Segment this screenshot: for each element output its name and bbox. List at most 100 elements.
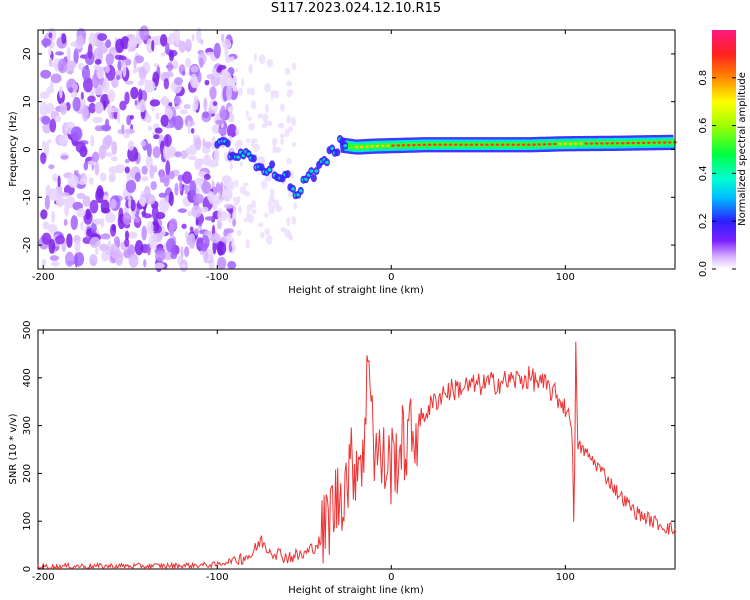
- heatmap-cell: [124, 80, 134, 85]
- ridge-core: [438, 143, 442, 146]
- heatmap-cell: [138, 99, 147, 113]
- heatmap-cell: [41, 232, 52, 245]
- heatmap-cell: [213, 42, 221, 59]
- heatmap-cell: [168, 171, 175, 180]
- heatmap-cell: [89, 254, 98, 267]
- heatmap-cell: [279, 103, 285, 112]
- heatmap-cell: [75, 141, 86, 153]
- heatmap-cell: [80, 220, 84, 231]
- heatmap-cell: [227, 261, 237, 270]
- heatmap-cell: [154, 262, 165, 270]
- heatmap-cell: [122, 62, 127, 78]
- heatmap-cell: [291, 216, 297, 225]
- heatmap-cell: [58, 135, 69, 146]
- heatmap-cell: [110, 198, 117, 209]
- heatmap-cell: [139, 25, 150, 41]
- y-tick-label: 400: [22, 368, 33, 387]
- heatmap-cell: [146, 221, 154, 235]
- y-tick-label: 100: [22, 512, 33, 531]
- heatmap-cell: [217, 208, 223, 222]
- heatmap-cell: [187, 211, 192, 217]
- heatmap-cell: [105, 64, 110, 74]
- heatmap-cell: [78, 62, 84, 71]
- heatmap-cell: [204, 216, 215, 221]
- heatmap-cell: [61, 33, 67, 45]
- y-tick-label: -10: [22, 189, 33, 205]
- heatmap-cell: [232, 218, 236, 227]
- ridge-core: [667, 141, 672, 144]
- heatmap-cell: [63, 218, 68, 227]
- heatmap-cell: [87, 95, 96, 103]
- heatmap-cell: [196, 27, 202, 44]
- heatmap-cell: [138, 66, 147, 80]
- heatmap-cell: [248, 122, 255, 131]
- heatmap-cell: [59, 85, 63, 99]
- y-tick-label: 0: [22, 566, 33, 572]
- heatmap-cell: [129, 114, 134, 120]
- ridge-core: [354, 145, 359, 149]
- colorbar: 0.0 0.2 0.4 0.6 0.8 Normalized spectral ampl…: [698, 30, 748, 277]
- heatmap-cell: [168, 33, 176, 45]
- ridge-core: [647, 141, 651, 144]
- heatmap-cell: [134, 55, 145, 64]
- heatmap-cell: [231, 241, 235, 248]
- heatmap-cell: [179, 180, 183, 192]
- heatmap-cell: [223, 228, 235, 234]
- heatmap-cell: [264, 103, 270, 113]
- heatmap-cell: [150, 181, 157, 191]
- heatmap-cell: [221, 175, 232, 184]
- heatmap-cell: [291, 62, 297, 71]
- x-tick-label: -100: [206, 572, 229, 583]
- heatmap-cell: [160, 33, 168, 47]
- heatmap-cell: [115, 38, 125, 54]
- heatmap-cell: [280, 227, 287, 233]
- heatmap-cell: [102, 77, 110, 93]
- heatmap-cell: [70, 41, 78, 47]
- heatmap-cell: [72, 83, 78, 92]
- heatmap-cell: [191, 205, 202, 218]
- heatmap-cell: [106, 103, 113, 115]
- heatmap-cell: [246, 87, 251, 95]
- heatmap-cell: [248, 63, 253, 74]
- ridge-core: [547, 142, 552, 146]
- heatmap-cell: [261, 179, 268, 190]
- heatmap-cell: [89, 199, 99, 214]
- heatmap-cell: [85, 208, 92, 220]
- ridge-blob-core: [267, 168, 272, 172]
- heatmap-cell: [151, 40, 155, 52]
- heatmap-cell: [236, 229, 242, 237]
- heatmap-cell: [232, 75, 238, 84]
- heatmap-cell: [204, 79, 210, 86]
- ridge-core: [459, 143, 463, 146]
- heatmap-cell: [224, 45, 229, 58]
- heatmap-cell: [181, 223, 187, 229]
- heatmap-cell: [205, 51, 217, 56]
- heatmap-cell: [152, 146, 161, 159]
- heatmap-cell: [277, 122, 285, 129]
- heatmap-cell: [159, 169, 164, 183]
- ridge-core: [391, 144, 395, 147]
- ridge-core: [626, 141, 630, 145]
- heatmap-cell: [264, 174, 272, 182]
- ridge-blob: [224, 139, 231, 148]
- ridge-core: [495, 143, 500, 146]
- heatmap-cell: [76, 207, 86, 218]
- heatmap-cell: [259, 231, 265, 239]
- colorbar-label: Normalized spectral amplitude: [737, 72, 748, 226]
- heatmap-cell: [290, 116, 297, 127]
- heatmap-cell: [122, 212, 132, 225]
- heatmap-cell: [92, 116, 103, 124]
- heatmap-cell: [252, 143, 260, 152]
- ridge-blob: [334, 148, 341, 157]
- heatmap-cell: [202, 146, 211, 154]
- heatmap-cell: [245, 238, 250, 249]
- heatmap-cell: [40, 152, 47, 165]
- ridge-core: [464, 143, 468, 146]
- heatmap-cell: [99, 243, 109, 252]
- heatmap-cell: [125, 179, 137, 193]
- heatmap-cell: [39, 102, 48, 117]
- heatmap-cell: [50, 73, 62, 84]
- ridge-core: [375, 144, 380, 148]
- heatmap-cell: [203, 230, 212, 236]
- heatmap-cell: [40, 209, 48, 220]
